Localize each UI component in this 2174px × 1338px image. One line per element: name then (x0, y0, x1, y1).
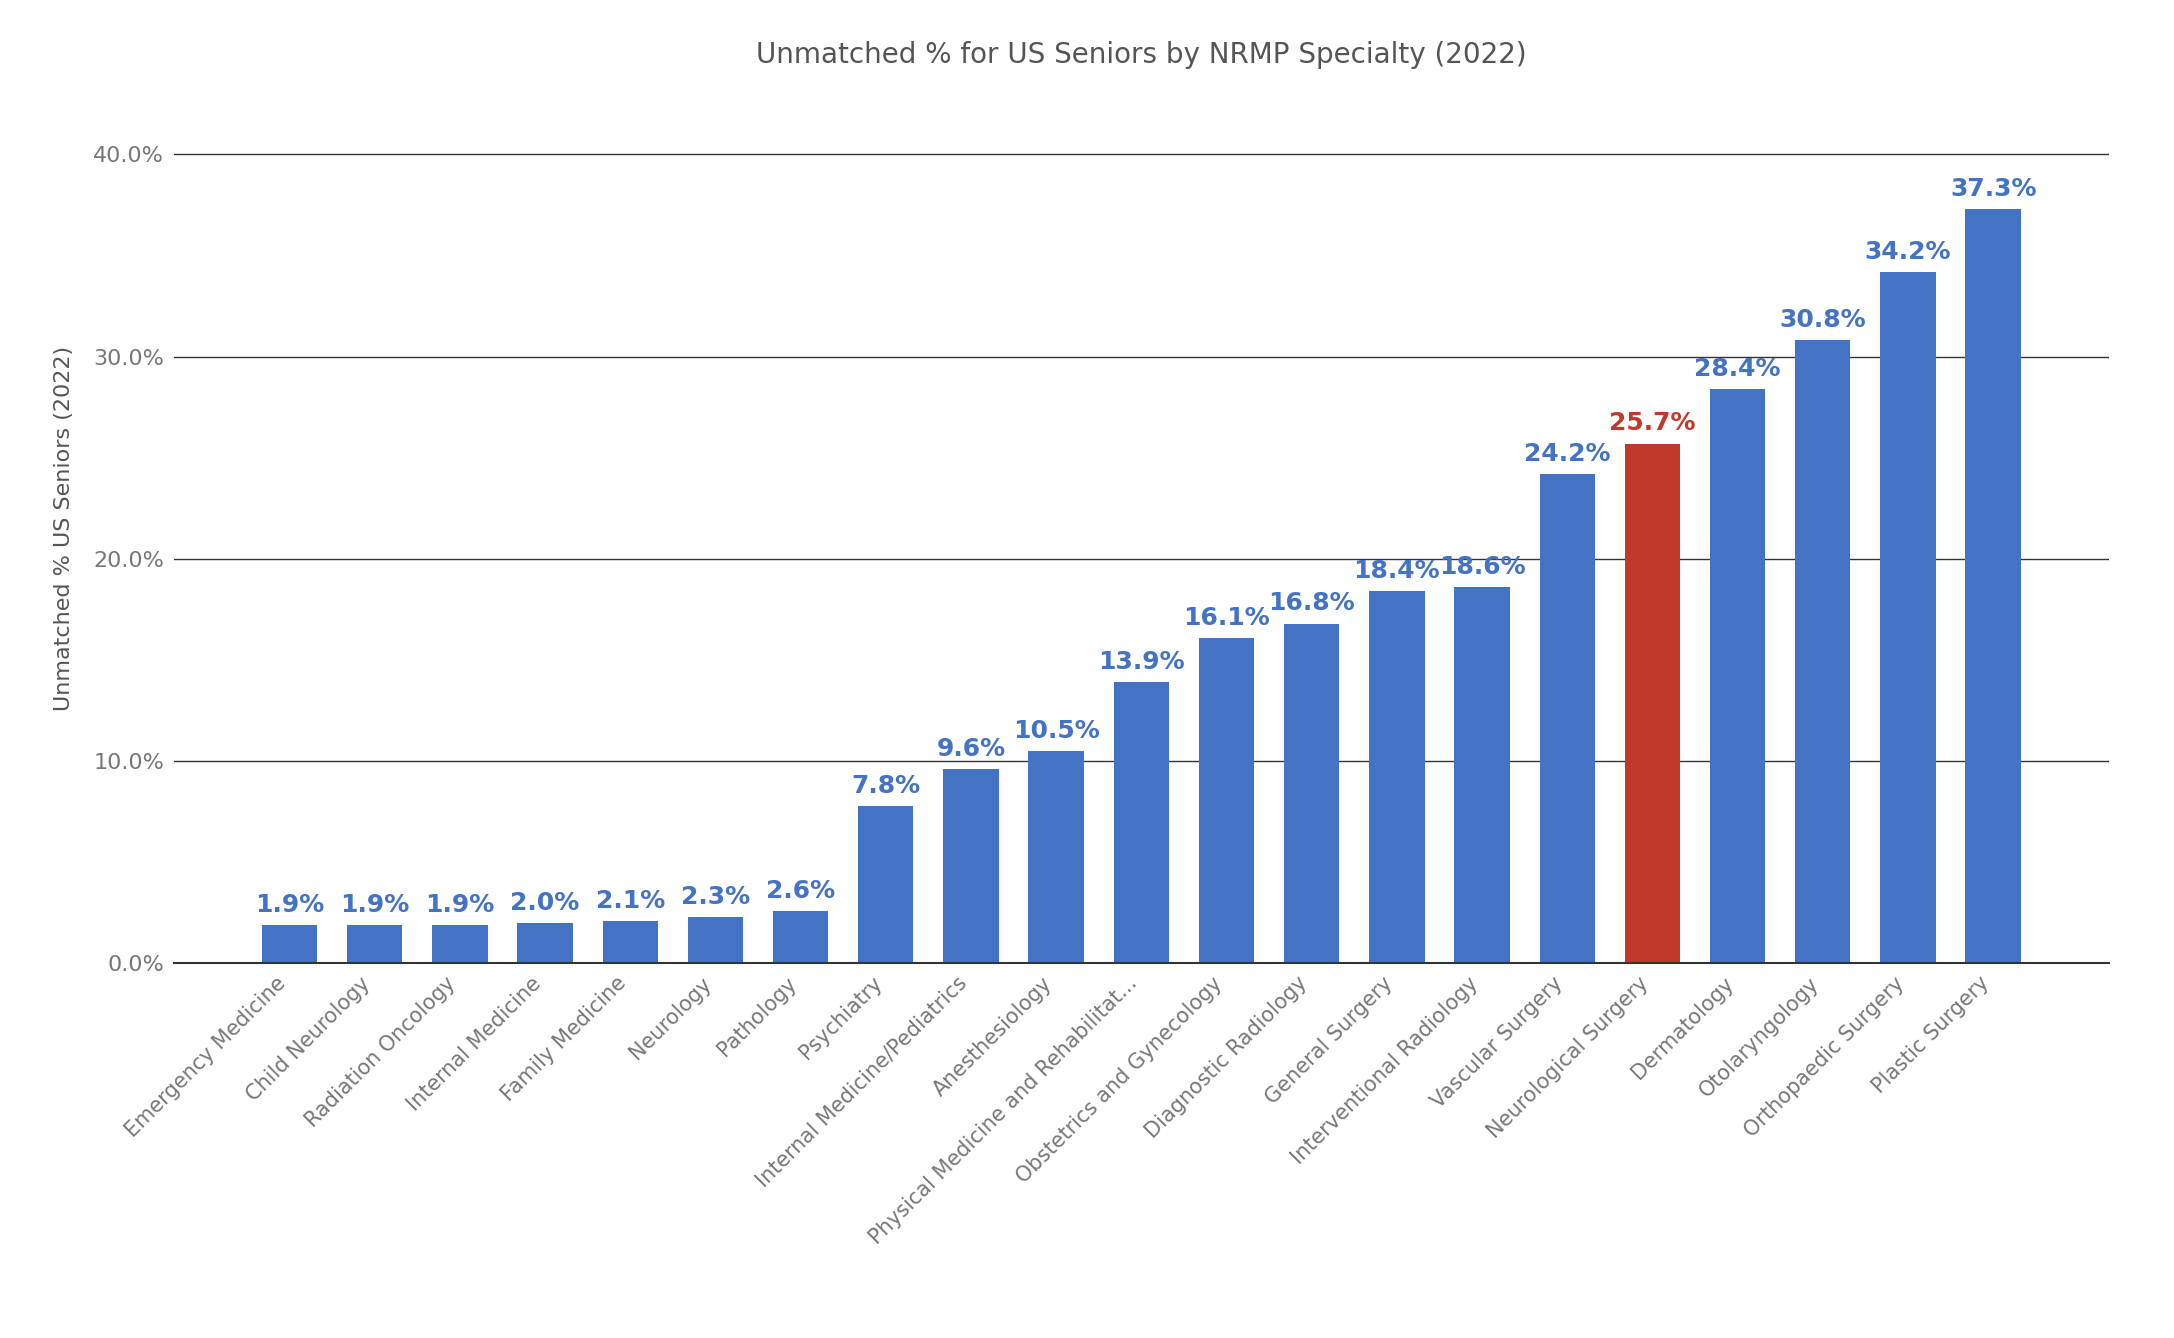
Bar (1624, 444, 1681, 963)
Bar (944, 769, 998, 963)
Bar (1796, 340, 1850, 963)
Text: 28.4%: 28.4% (1694, 357, 1781, 381)
Bar (1454, 587, 1509, 963)
Text: 18.6%: 18.6% (1439, 555, 1526, 579)
Bar (1881, 272, 1935, 963)
Bar (1965, 209, 2022, 963)
Bar (1113, 682, 1170, 963)
Text: 30.8%: 30.8% (1781, 308, 1865, 332)
Bar (687, 917, 744, 963)
Bar (859, 805, 913, 963)
Text: 7.8%: 7.8% (852, 773, 920, 797)
Text: 18.4%: 18.4% (1354, 559, 1439, 583)
Text: 2.1%: 2.1% (596, 888, 665, 913)
Y-axis label: Unmatched % US Seniors (2022): Unmatched % US Seniors (2022) (54, 347, 74, 710)
Title: Unmatched % for US Seniors by NRMP Specialty (2022): Unmatched % for US Seniors by NRMP Speci… (757, 41, 1526, 70)
Bar (433, 925, 487, 963)
Text: 16.8%: 16.8% (1267, 591, 1354, 615)
Bar (774, 911, 828, 963)
Bar (602, 921, 659, 963)
Bar (1028, 751, 1085, 963)
Text: 25.7%: 25.7% (1609, 412, 1696, 435)
Text: 37.3%: 37.3% (1950, 177, 2037, 201)
Text: 10.5%: 10.5% (1013, 719, 1100, 743)
Text: 2.3%: 2.3% (680, 884, 750, 909)
Text: 1.9%: 1.9% (426, 892, 493, 917)
Bar (1198, 638, 1254, 963)
Bar (348, 925, 402, 963)
Text: 1.9%: 1.9% (254, 892, 324, 917)
Bar (1285, 624, 1339, 963)
Bar (1370, 591, 1424, 963)
Text: 2.0%: 2.0% (511, 891, 580, 915)
Bar (1711, 389, 1765, 963)
Text: 2.6%: 2.6% (765, 879, 835, 903)
Bar (517, 923, 572, 963)
Bar (1539, 474, 1596, 963)
Text: 34.2%: 34.2% (1865, 240, 1952, 264)
Text: 1.9%: 1.9% (339, 892, 409, 917)
Text: 9.6%: 9.6% (937, 737, 1007, 761)
Text: 16.1%: 16.1% (1183, 606, 1270, 630)
Text: 24.2%: 24.2% (1524, 442, 1611, 466)
Text: 13.9%: 13.9% (1098, 650, 1185, 674)
Bar (261, 925, 317, 963)
